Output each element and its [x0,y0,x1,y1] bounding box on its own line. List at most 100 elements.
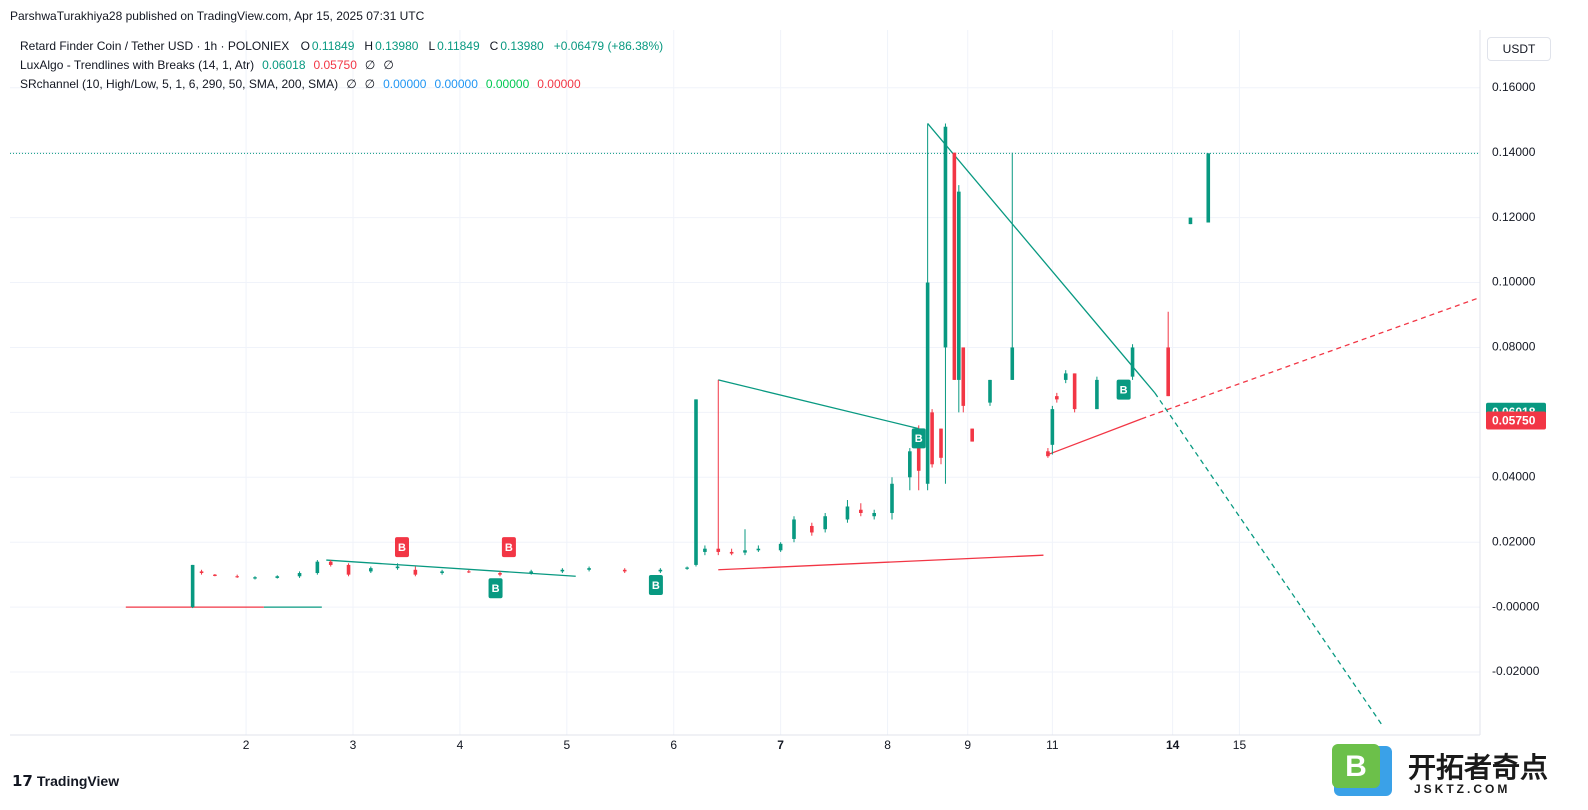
indicator-value: 0.05750 [313,58,357,72]
x-tick-label: 7 [777,738,784,752]
candle-body [1130,347,1135,377]
candle-body [213,574,217,576]
watermark-name: 开拓者奇点 [1408,752,1549,783]
candle-body [925,282,930,484]
candle-body [413,569,418,575]
signal-label: B [652,580,660,592]
y-tick-label: 0.14000 [1492,145,1536,159]
candle-body [1055,396,1059,400]
indicator-value: ∅ [346,77,357,91]
candle-body [685,567,689,569]
candle-body [395,566,400,569]
trendline [326,559,576,577]
candle-body [988,379,992,403]
candle-body [872,512,876,517]
candle-body [916,431,921,471]
candle-body [908,451,912,478]
candle-body [1010,347,1015,380]
indicator-value: 0.06018 [262,58,306,72]
candle-body [943,126,948,348]
candle-body [346,564,351,575]
candle-body [703,548,707,552]
indicator-value: ∅ [383,58,394,72]
x-tick-label: 3 [350,738,357,752]
ohlc-value: 0.13980 [375,39,419,53]
indicator-name: LuxAlgo - Trendlines with Breaks (14, 1,… [20,58,255,72]
candle-body [961,347,966,406]
candle-body [622,569,627,572]
y-tick-label: -0.02000 [1492,664,1540,678]
ohlc-item: C 0.13980 [490,39,546,53]
ohlc-value: 0.13980 [500,39,544,53]
symbol-legend: Retard Finder Coin / Tether USD · 1h · P… [20,39,665,53]
change: +0.06479 (+86.38%) [553,39,664,53]
logo-front [1332,744,1380,788]
candle-body [694,399,698,565]
candle-body [890,483,894,513]
x-tick-label: 5 [563,738,570,752]
candle-body [810,525,814,533]
logo: 𝟭𝟳 [12,773,33,790]
candle-body [1072,373,1077,410]
candle-body [1188,217,1193,225]
ohlc-item: O 0.11849 [301,39,357,53]
candle-body [369,568,373,572]
candle-body [529,571,533,574]
indicator-value: 0.00000 [434,77,478,91]
logo-letter: B [1345,750,1367,783]
signal-box [395,537,409,558]
candle-body [930,412,934,465]
trendline [927,123,1156,394]
publisher: ParshwaTurakhiya28 published on TradingV… [10,9,425,23]
watermark-logo: B [1332,744,1392,796]
price-tag-label: 0.05750 [1492,414,1536,428]
watermark-site: JSKTZ.COM [1414,782,1511,796]
indicator-name: SRchannel (10, High/Low, 5, 1, 6, 290, 5… [20,77,339,91]
ohlc-label: L [428,39,436,53]
candle-body [716,548,721,552]
candle-body [440,571,444,574]
candle-body [970,428,974,442]
currency-button[interactable]: USDT [1487,37,1551,61]
candle-body [939,428,943,458]
indicator-value: ∅ [364,58,376,72]
candle-body [235,576,239,578]
candle-body [498,573,502,575]
candle-body [587,568,591,570]
candle-body [1046,451,1050,457]
trendline [1047,418,1142,456]
ohlc-label: C [489,39,499,53]
candle-body [560,569,565,572]
candle-body [199,571,204,574]
candle-body [823,516,827,530]
candle-body [743,550,747,553]
candle-body [729,551,734,554]
x-tick-label: 6 [670,738,677,752]
x-tick-label: 4 [457,738,464,752]
indicator-value: 0.00000 [383,77,427,91]
y-tick-label: -0.00000 [1492,599,1540,613]
candle-body [315,561,320,574]
signal-box [1116,379,1131,400]
candle-body [952,152,957,380]
candle-body [297,573,302,577]
brand: 𝟭𝟳 TradingView [12,772,119,790]
signal-box [501,537,516,558]
x-tick-label: 9 [964,738,971,752]
symbol: Retard Finder Coin / Tether USD · 1h · P… [20,39,290,53]
watermark: B 开拓者奇点 JSKTZ.COM [1330,744,1580,800]
signal-label: B [492,583,500,595]
candle-body [778,543,783,551]
indicator-value: ∅ [364,77,376,91]
indicator-legend: LuxAlgo - Trendlines with Breaks (14, 1,… [20,58,396,72]
indicator-value: 0.00000 [485,77,530,91]
candle-body [1206,153,1211,223]
candle-body [253,577,257,579]
ohlc-value: 0.11849 [437,39,480,53]
ohlc-label: O [300,39,310,53]
brand-name: TradingView [36,773,120,789]
trendline [1154,392,1383,726]
ohlc-item: L 0.11849 [428,39,481,53]
